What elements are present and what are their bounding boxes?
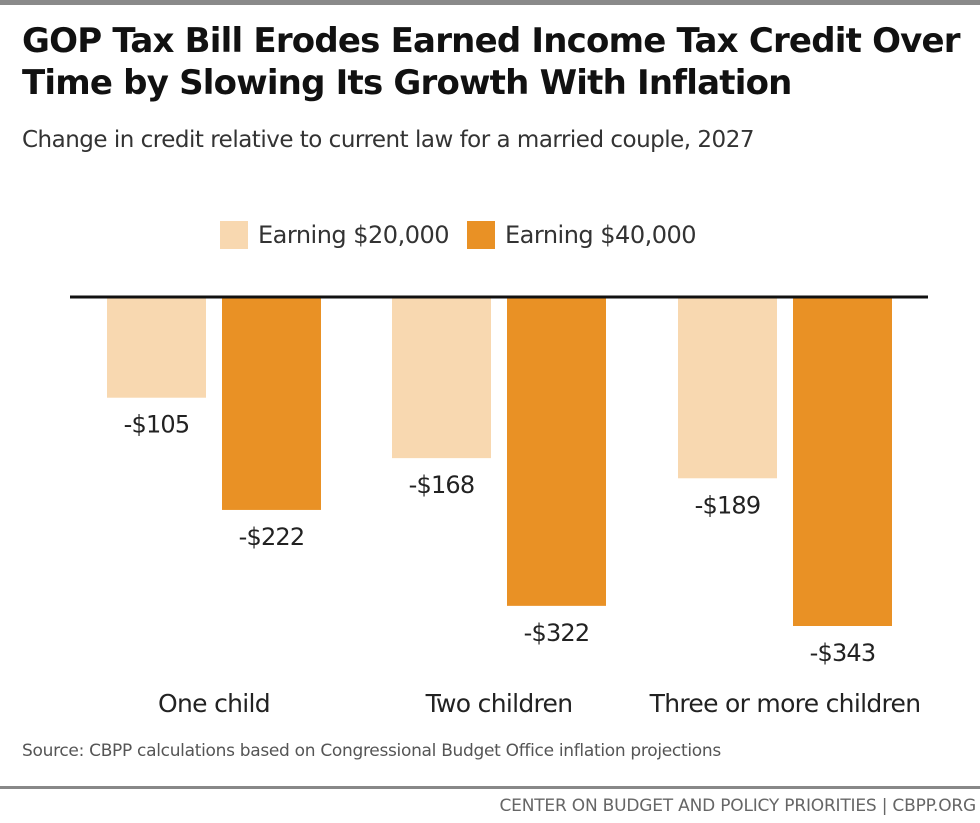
- category-label: One child: [158, 689, 270, 718]
- data-label: -$343: [810, 639, 876, 667]
- category-label: Two children: [425, 689, 573, 718]
- top-border: [0, 0, 980, 5]
- legend: Earning $20,000 Earning $40,000: [220, 221, 714, 249]
- data-label: -$222: [239, 523, 305, 551]
- bar-40000-1: [507, 297, 606, 606]
- category-label: Three or more children: [649, 689, 921, 718]
- source-note: Source: CBPP calculations based on Congr…: [22, 741, 721, 761]
- chart-subtitle: Change in credit relative to current law…: [22, 127, 754, 153]
- footer-rule: [0, 786, 980, 789]
- bar-20000-0: [107, 297, 206, 398]
- legend-item-20000: Earning $20,000: [220, 221, 450, 249]
- legend-swatch-20000: [220, 221, 248, 249]
- bar-40000-2: [793, 297, 892, 626]
- legend-label-40000: Earning $40,000: [505, 221, 697, 249]
- legend-item-40000: Earning $40,000: [467, 221, 697, 249]
- chart-title: GOP Tax Bill Erodes Earned Income Tax Cr…: [22, 21, 961, 103]
- data-label: -$322: [524, 619, 590, 647]
- bar-20000-2: [678, 297, 777, 479]
- data-label: -$189: [695, 491, 761, 519]
- bar-20000-1: [392, 297, 491, 459]
- organization-credit: CENTER ON BUDGET AND POLICY PRIORITIES |…: [499, 796, 977, 816]
- bar-40000-0: [222, 297, 321, 510]
- legend-label-20000: Earning $20,000: [258, 221, 450, 249]
- legend-swatch-40000: [467, 221, 496, 249]
- data-label: -$105: [124, 411, 190, 439]
- data-label: -$168: [409, 471, 475, 499]
